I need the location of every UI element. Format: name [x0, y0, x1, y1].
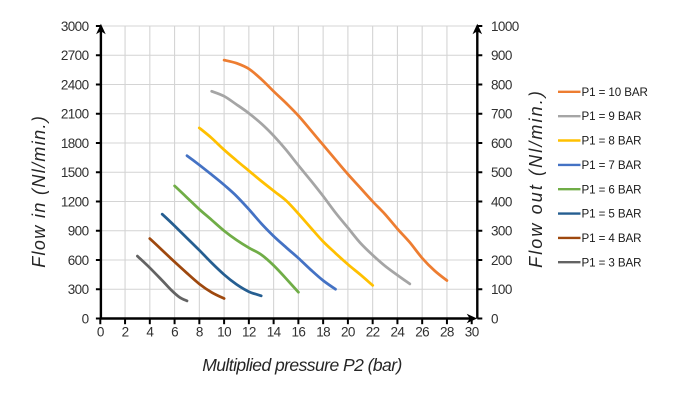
- svg-text:1800: 1800: [61, 136, 89, 151]
- svg-text:Multiplied pressure P2 (bar): Multiplied pressure P2 (bar): [202, 355, 402, 375]
- svg-text:1000: 1000: [491, 19, 519, 34]
- svg-text:800: 800: [491, 77, 512, 92]
- svg-text:600: 600: [68, 253, 89, 268]
- svg-text:600: 600: [491, 136, 512, 151]
- svg-text:Flow out (Nl/min.): Flow out (Nl/min.): [526, 89, 546, 268]
- svg-text:0: 0: [97, 325, 104, 340]
- svg-text:P1 = 3 BAR: P1 = 3 BAR: [582, 256, 642, 269]
- svg-text:P1 = 5 BAR: P1 = 5 BAR: [582, 208, 642, 221]
- svg-text:2700: 2700: [61, 48, 89, 63]
- svg-text:300: 300: [68, 282, 89, 297]
- svg-text:8: 8: [196, 325, 203, 340]
- svg-text:20: 20: [341, 325, 355, 340]
- svg-text:P1 = 9 BAR: P1 = 9 BAR: [582, 110, 642, 123]
- svg-text:400: 400: [491, 194, 512, 209]
- svg-text:3000: 3000: [61, 19, 89, 34]
- svg-text:4: 4: [146, 325, 154, 340]
- svg-text:12: 12: [242, 325, 256, 340]
- svg-text:P1 = 6 BAR: P1 = 6 BAR: [582, 183, 642, 196]
- svg-text:24: 24: [391, 325, 406, 340]
- svg-text:P1 = 10 BAR: P1 = 10 BAR: [582, 86, 648, 99]
- svg-text:P1 = 8 BAR: P1 = 8 BAR: [582, 135, 642, 148]
- svg-text:700: 700: [491, 107, 512, 122]
- svg-text:0: 0: [491, 311, 498, 326]
- svg-text:1200: 1200: [61, 194, 89, 209]
- svg-text:900: 900: [68, 224, 89, 239]
- svg-text:6: 6: [171, 325, 178, 340]
- svg-text:1500: 1500: [61, 165, 89, 180]
- svg-text:30: 30: [465, 325, 479, 340]
- svg-text:10: 10: [217, 325, 231, 340]
- svg-text:18: 18: [316, 325, 330, 340]
- svg-text:900: 900: [491, 48, 512, 63]
- svg-text:26: 26: [415, 325, 429, 340]
- svg-text:16: 16: [291, 325, 305, 340]
- svg-text:300: 300: [491, 224, 512, 239]
- svg-text:22: 22: [366, 325, 380, 340]
- svg-text:2: 2: [122, 325, 129, 340]
- svg-text:2100: 2100: [61, 107, 89, 122]
- svg-text:100: 100: [491, 282, 512, 297]
- svg-text:P1 = 4 BAR: P1 = 4 BAR: [582, 232, 642, 245]
- svg-text:P1 = 7 BAR: P1 = 7 BAR: [582, 159, 642, 172]
- svg-text:2400: 2400: [61, 77, 89, 92]
- svg-text:500: 500: [491, 165, 512, 180]
- svg-text:Flow in (Nl/min.): Flow in (Nl/min.): [29, 115, 49, 268]
- svg-text:0: 0: [82, 311, 89, 326]
- svg-text:200: 200: [491, 253, 512, 268]
- svg-text:28: 28: [440, 325, 454, 340]
- svg-text:14: 14: [267, 325, 282, 340]
